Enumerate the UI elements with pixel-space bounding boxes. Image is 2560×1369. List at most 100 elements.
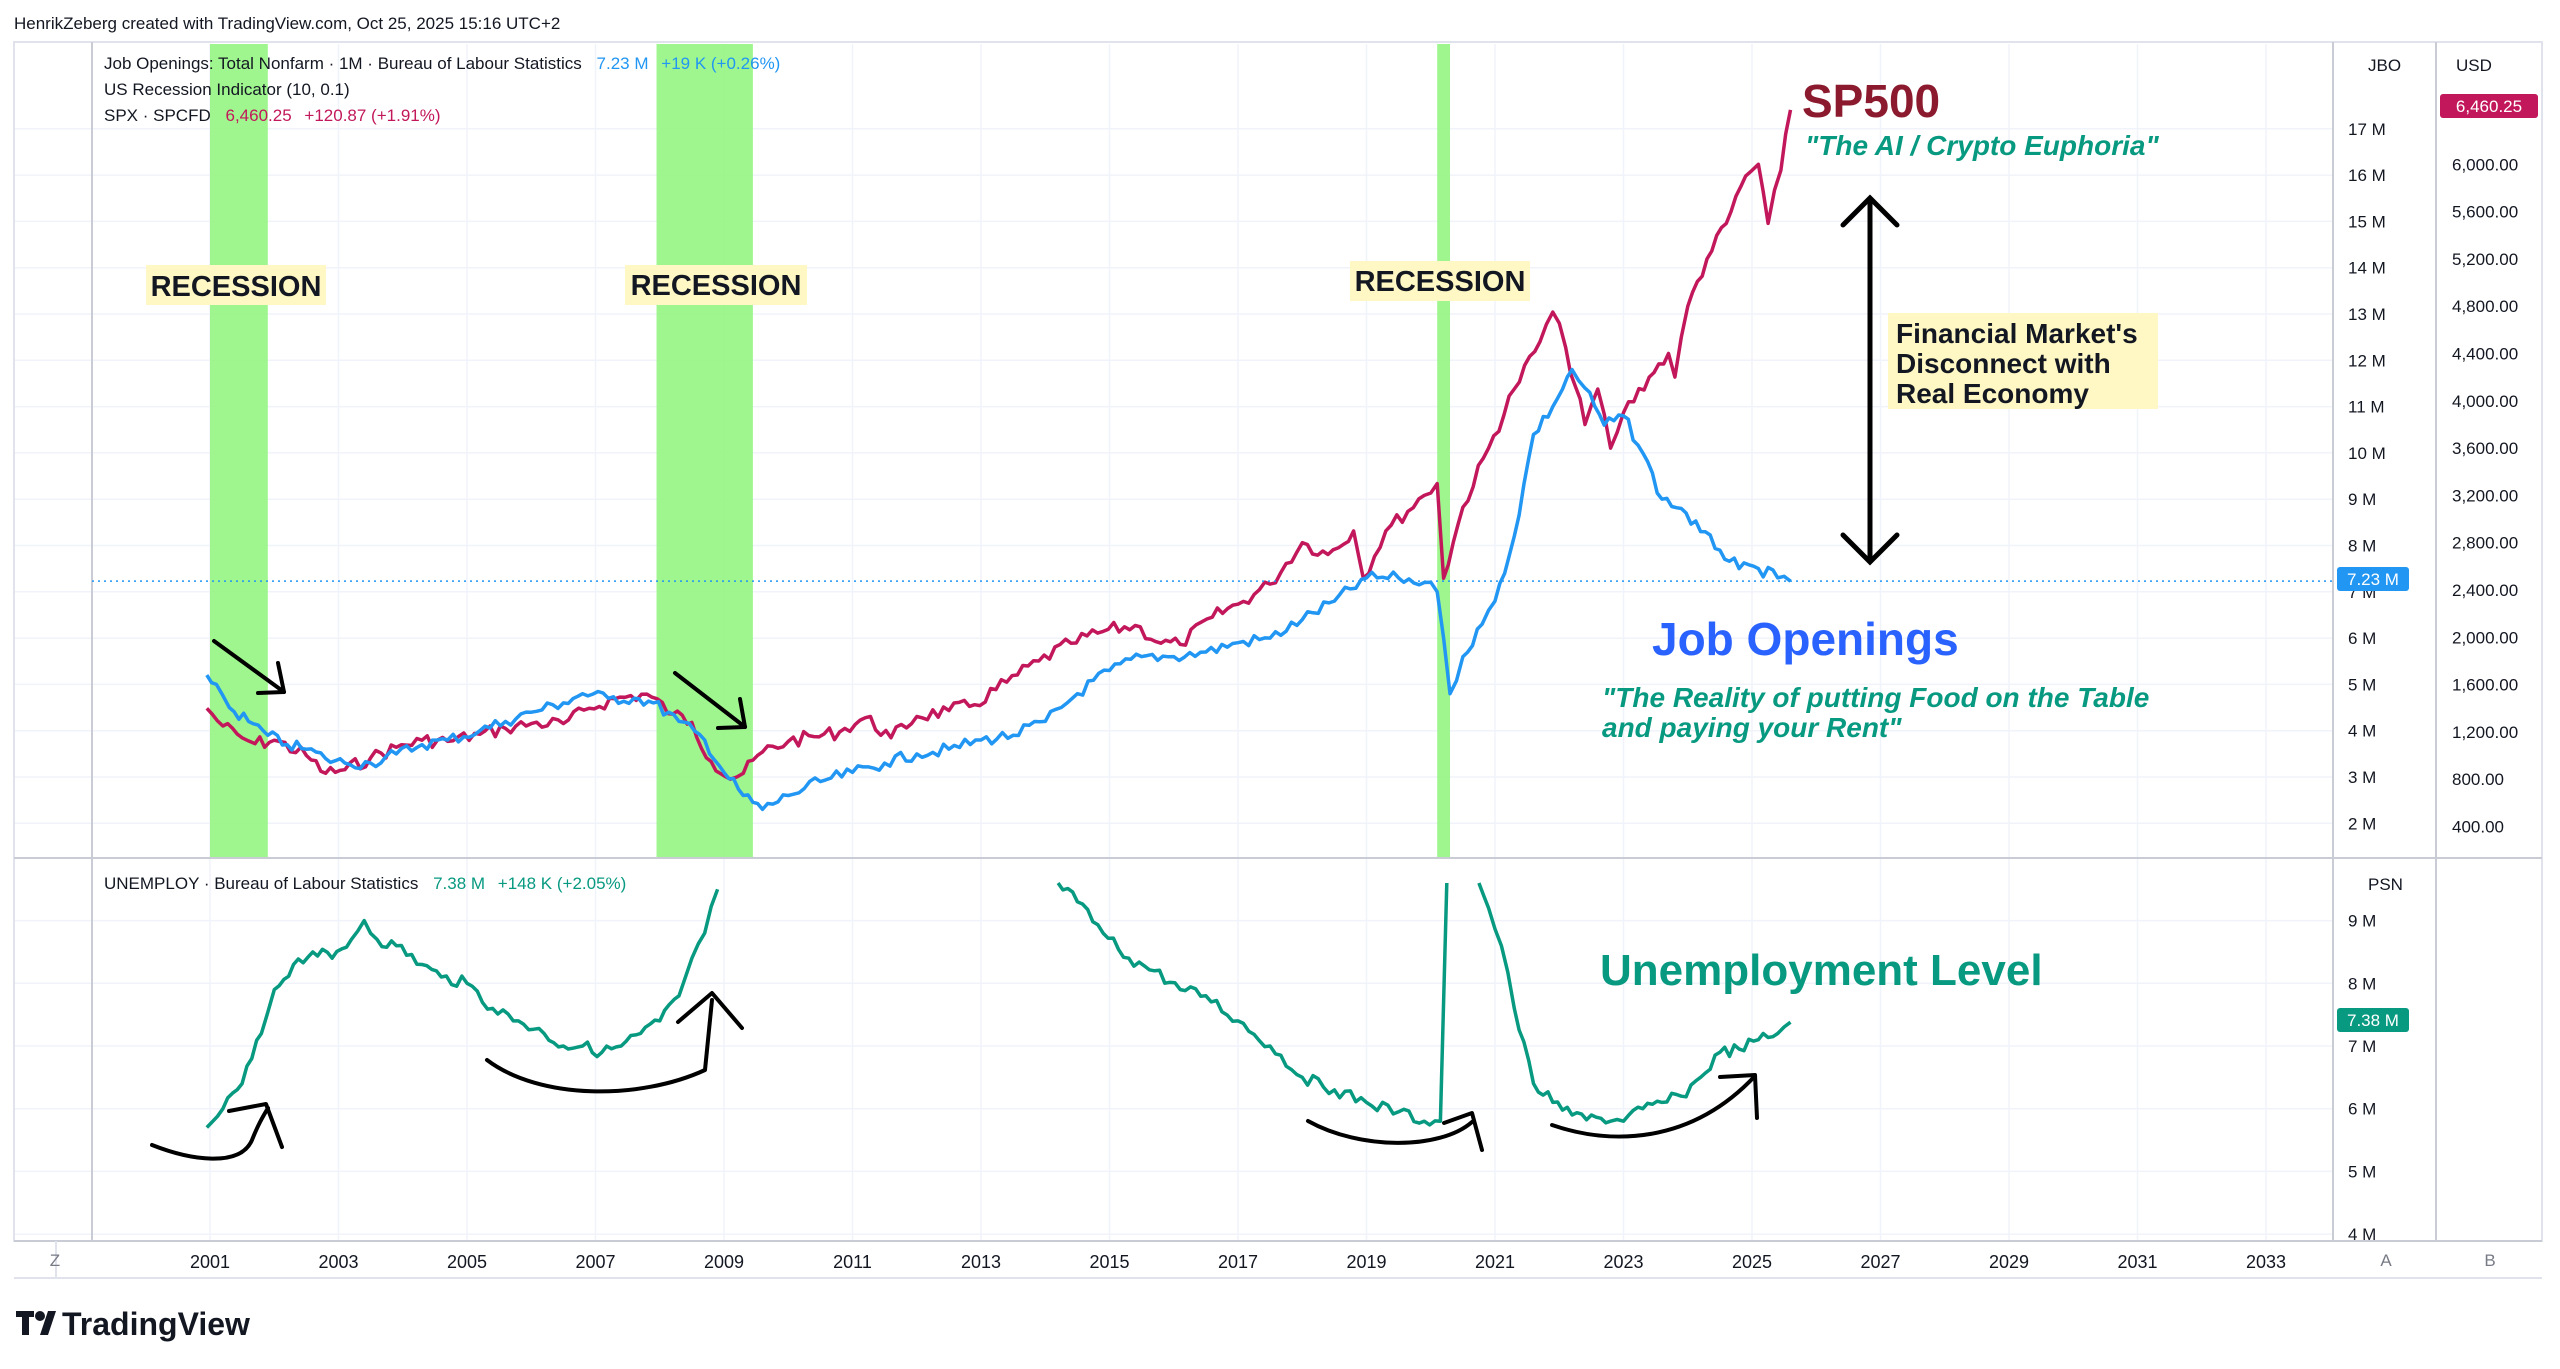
time-axis-year-label: 2015 (1089, 1252, 1129, 1272)
time-axis-year-label: 2005 (447, 1252, 487, 1272)
usd-tick-label: 2,000.00 (2452, 628, 2518, 647)
curve-arrow-2001 (150, 1102, 284, 1161)
usd-tick-label: 4,000.00 (2452, 392, 2518, 411)
usd-tick-label: 4,400.00 (2452, 345, 2518, 364)
unemploy-last-value-badge: 7.38 M (2337, 1008, 2409, 1032)
jbo-series-line (205, 367, 1792, 812)
grid-lines (14, 44, 2333, 1240)
job-openings-title: Job Openings (1652, 613, 1959, 665)
jbo-tick-label: 6 M (2348, 629, 2376, 648)
time-axis-year-label: 2007 (575, 1252, 615, 1272)
legend-unemploy[interactable]: UNEMPLOY · Bureau of Labour Statistics 7… (104, 874, 626, 893)
spx-last-value-badge: 6,460.25 (2440, 94, 2538, 118)
disconnect-annotation: Financial Market's Disconnect with Real … (1888, 313, 2158, 409)
legend-spx-value: 6,460.25 (225, 106, 291, 125)
psn-tick-label: 9 M (2348, 912, 2376, 931)
scale-b-button[interactable]: B (2484, 1251, 2495, 1270)
time-axis-year-label: 2021 (1475, 1252, 1515, 1272)
psn-scale-header[interactable]: PSN (2368, 875, 2403, 894)
scale-auto-button[interactable]: A (2380, 1251, 2392, 1270)
time-axis-year-label: 2023 (1603, 1252, 1643, 1272)
time-axis-year-label: 2031 (2117, 1252, 2157, 1272)
time-axis-year-label: 2013 (961, 1252, 1001, 1272)
usd-tick-label: 2,800.00 (2452, 534, 2518, 553)
recession-band (1437, 44, 1451, 857)
time-axis-year-label: 2025 (1732, 1252, 1772, 1272)
usd-tick-label: 5,600.00 (2452, 203, 2518, 222)
psn-tick-label: 4 M (2348, 1225, 2376, 1244)
tradingview-logo[interactable]: TradingView (16, 1306, 250, 1342)
down-arrow-2001 (212, 639, 286, 695)
job-openings-subtitle-1: "The Reality of putting Food on the Tabl… (1602, 682, 2149, 713)
legend-spx[interactable]: SPX · SPCFD 6,460.25 +120.87 (+1.91%) (104, 106, 441, 125)
jbo-tick-label: 8 M (2348, 537, 2376, 556)
unemployment-title: Unemployment Level (1600, 946, 2043, 995)
jbo-tick-label: 9 M (2348, 490, 2376, 509)
usd-tick-label: 5,200.00 (2452, 250, 2518, 269)
time-axis-year-label: 2001 (190, 1252, 230, 1272)
time-axis-year-label: 2017 (1218, 1252, 1258, 1272)
usd-tick-label: 3,200.00 (2452, 486, 2518, 505)
jbo-tick-label: 10 M (2348, 444, 2386, 463)
usd-scale-header[interactable]: USD (2456, 56, 2492, 75)
recession-label-1: RECESSION (146, 265, 326, 305)
jbo-last-value: 7.23 M (2347, 570, 2399, 589)
usd-tick-label: 1,200.00 (2452, 723, 2518, 742)
axis-labels: 2001 2003 2005 2007 2009 2011 2013 2015 2017 2019… (190, 120, 2518, 1272)
legend-jbo[interactable]: Job Openings: Total Nonfarm · 1M · Burea… (104, 54, 780, 73)
time-axis-year-label: 2011 (833, 1252, 872, 1272)
jbo-tick-label: 16 M (2348, 166, 2386, 185)
series-lines (205, 109, 1793, 1129)
legend-top: Job Openings: Total Nonfarm · 1M · Burea… (104, 54, 780, 125)
disconnect-line-1: Financial Market's (1896, 318, 2138, 349)
recession-band (656, 44, 753, 857)
usd-tick-label: 3,600.00 (2452, 439, 2518, 458)
time-axis-year-label: 2029 (1989, 1252, 2029, 1272)
jbo-tick-label: 14 M (2348, 259, 2386, 278)
psn-tick-label: 7 M (2348, 1037, 2376, 1056)
disconnect-double-arrow (1840, 194, 1900, 566)
legend-spx-name: SPX · SPCFD (104, 106, 211, 125)
usd-tick-label: 800.00 (2452, 770, 2504, 789)
legend-unemploy-value: 7.38 M (433, 874, 485, 893)
spx-last-value: 6,460.25 (2456, 97, 2522, 116)
recession-label-1-text: RECESSION (151, 271, 322, 303)
curve-arrow-2019 (1306, 1111, 1484, 1152)
usd-tick-label: 6,000.00 (2452, 155, 2518, 174)
psn-tick-label: 6 M (2348, 1100, 2376, 1119)
recession-label-2: RECESSION (625, 265, 807, 305)
tradingview-logo-icon (16, 1311, 56, 1335)
jbo-tick-label: 2 M (2348, 814, 2376, 833)
disconnect-line-2: Disconnect with (1896, 348, 2111, 379)
down-arrow-2008 (673, 671, 747, 730)
hand-drawn-arrows (150, 639, 1759, 1161)
jbo-tick-label: 5 M (2348, 675, 2376, 694)
tradingview-brand: TradingView (62, 1306, 250, 1342)
jbo-tick-label: 17 M (2348, 120, 2386, 139)
legend-jbo-name: Job Openings: Total Nonfarm · 1M · Burea… (104, 54, 582, 73)
jbo-last-value-badge: 7.23 M (2337, 567, 2409, 591)
usd-tick-label: 400.00 (2452, 818, 2504, 837)
psn-tick-label: 8 M (2348, 974, 2376, 993)
jbo-tick-label: 11 M (2348, 398, 2385, 417)
time-axis-year-label: 2033 (2246, 1252, 2286, 1272)
legend-spx-change: +120.87 (+1.91%) (304, 106, 440, 125)
jbo-scale-header[interactable]: JBO (2368, 56, 2401, 75)
author-credit: HenrikZeberg created with TradingView.co… (14, 14, 560, 33)
disconnect-line-3: Real Economy (1896, 378, 2089, 409)
curve-arrow-2023 (1550, 1073, 1759, 1139)
time-axis-z-button[interactable]: Z (50, 1251, 60, 1270)
psn-tick-label: 5 M (2348, 1162, 2376, 1181)
legend-jbo-value: 7.23 M (597, 54, 649, 73)
usd-tick-label: 1,600.00 (2452, 676, 2518, 695)
time-axis-year-label: 2009 (704, 1252, 744, 1272)
legend-recession[interactable]: US Recession Indicator (10, 0.1) (104, 80, 350, 99)
time-axis-year-label: 2003 (318, 1252, 358, 1272)
legend-unemploy-name: UNEMPLOY · Bureau of Labour Statistics (104, 874, 418, 893)
jbo-tick-label: 13 M (2348, 305, 2386, 324)
unemploy-series-line (1056, 882, 1449, 1127)
jbo-tick-label: 4 M (2348, 722, 2376, 741)
usd-tick-label: 2,400.00 (2452, 581, 2518, 600)
time-axis-year-label: 2027 (1860, 1252, 1900, 1272)
